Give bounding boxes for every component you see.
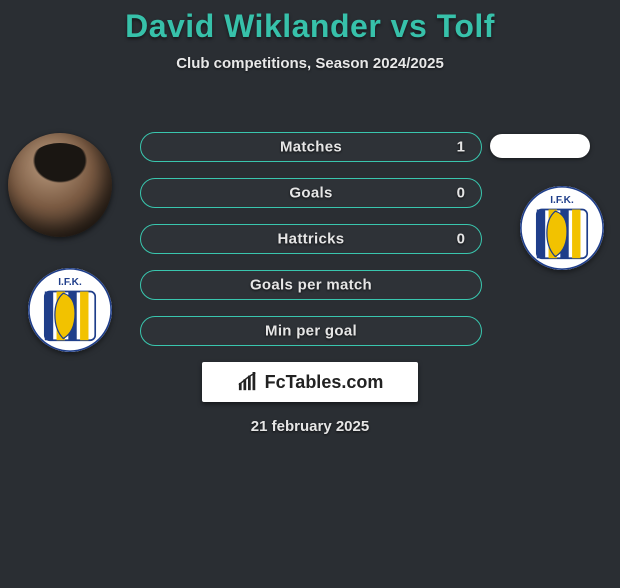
player-right-avatar-blank: [490, 134, 590, 158]
stat-row-goals: Goals 0: [140, 178, 482, 208]
brand-text: FcTables.com: [265, 372, 384, 393]
stat-label: Hattricks: [141, 231, 481, 248]
stat-label: Min per goal: [141, 323, 481, 340]
stat-value: 0: [457, 231, 465, 248]
stat-row-goals-per-match: Goals per match: [140, 270, 482, 300]
page-title: David Wiklander vs Tolf: [0, 8, 620, 45]
player-left-avatar: [8, 133, 112, 237]
club-badge-right: I.F.K.: [520, 186, 604, 270]
bar-chart-icon: [237, 372, 259, 392]
stat-row-matches: Matches 1: [140, 132, 482, 162]
stat-row-min-per-goal: Min per goal: [140, 316, 482, 346]
stat-value: 1: [457, 139, 465, 156]
stat-label: Matches: [141, 139, 481, 156]
svg-text:I.F.K.: I.F.K.: [550, 195, 574, 206]
stat-value: 0: [457, 185, 465, 202]
stat-label: Goals: [141, 185, 481, 202]
stat-row-hattricks: Hattricks 0: [140, 224, 482, 254]
subtitle: Club competitions, Season 2024/2025: [0, 55, 620, 72]
svg-text:I.F.K.: I.F.K.: [58, 277, 82, 288]
club-badge-left: I.F.K.: [28, 268, 112, 352]
generated-date: 21 february 2025: [0, 418, 620, 435]
stats-list: Matches 1 Goals 0 Hattricks 0 Goals per …: [140, 132, 482, 362]
stat-label: Goals per match: [141, 277, 481, 294]
club-crest-icon: I.F.K.: [28, 268, 112, 352]
brand-badge: FcTables.com: [202, 362, 418, 402]
club-crest-icon: I.F.K.: [520, 186, 604, 270]
